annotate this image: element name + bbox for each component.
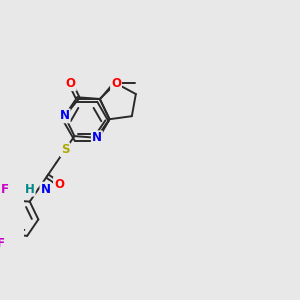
Text: N: N bbox=[92, 131, 102, 144]
Text: O: O bbox=[54, 178, 64, 190]
Text: H: H bbox=[25, 183, 35, 196]
Text: O: O bbox=[111, 77, 121, 90]
Text: N: N bbox=[40, 183, 50, 196]
Text: F: F bbox=[0, 237, 5, 250]
Text: F: F bbox=[1, 183, 9, 196]
Text: S: S bbox=[61, 143, 69, 156]
Text: O: O bbox=[66, 77, 76, 90]
Text: N: N bbox=[60, 109, 70, 122]
